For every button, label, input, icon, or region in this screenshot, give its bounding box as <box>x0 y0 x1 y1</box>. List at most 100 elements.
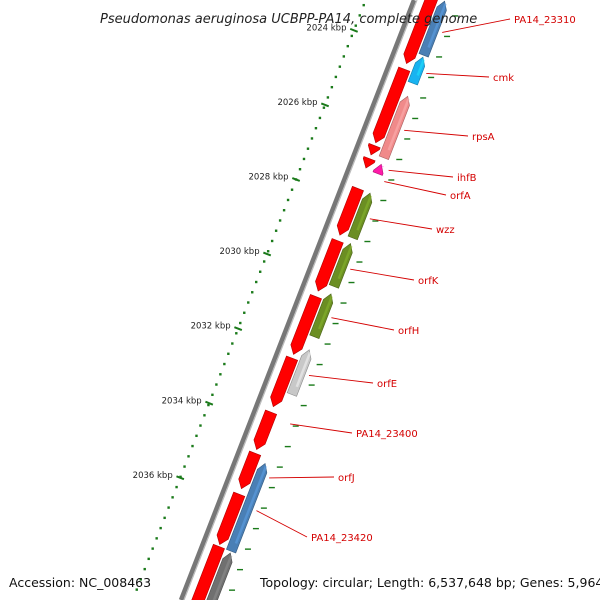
minor-tick <box>310 137 314 140</box>
gene-label: orfK <box>418 276 439 287</box>
minor-tick <box>139 578 142 581</box>
reverse-gene-12 <box>226 463 268 554</box>
gene-callout-12: PA14_23420 <box>256 510 373 544</box>
forward-cds-6 <box>315 238 344 292</box>
minor-tick <box>195 434 198 438</box>
minor-tick <box>147 557 150 561</box>
reverse-gene-2 <box>407 56 426 86</box>
gene-label: PA14_23310 <box>514 15 576 26</box>
reverse-gene-9 <box>286 349 312 397</box>
gene-callout-6: wzz <box>369 218 455 236</box>
minor-tick <box>306 147 310 150</box>
kbp-tick-label: 2036 kbp <box>133 471 173 481</box>
forward-cds-12 <box>216 491 246 546</box>
reverse-gene-4 <box>372 163 384 176</box>
gene-label: wzz <box>436 225 455 236</box>
gene-label: rpsA <box>472 132 495 143</box>
forward-cds-3 <box>367 143 381 156</box>
gene-callout-7: orfK <box>350 268 439 287</box>
minor-tick <box>175 485 178 489</box>
major-tick <box>176 475 185 481</box>
gene-label: PA14_23400 <box>356 429 418 440</box>
gene-label: orfE <box>377 379 397 390</box>
forward-strand-features <box>191 0 438 600</box>
minor-tick <box>334 75 338 79</box>
minor-tick <box>302 157 306 161</box>
minor-tick <box>143 567 146 571</box>
gene-label: orfH <box>398 326 419 337</box>
topology-text: Topology: circular; Length: 6,537,648 bp… <box>259 575 600 590</box>
minor-tick <box>262 260 266 263</box>
reverse-gene-8 <box>309 293 334 339</box>
major-tick <box>205 400 214 406</box>
minor-tick <box>227 352 230 355</box>
accession-text: Accession: NC_008463 <box>9 575 151 590</box>
forward-cds-1 <box>403 0 438 65</box>
gene-callout-2: cmk <box>426 72 514 84</box>
minor-tick <box>247 301 250 304</box>
forward-cds-2 <box>372 66 411 144</box>
reverse-gene-6 <box>347 192 373 241</box>
reverse-gene-1 <box>418 0 447 58</box>
minor-tick <box>199 424 202 427</box>
genome-backbone <box>178 0 417 600</box>
minor-tick <box>286 198 290 202</box>
gene-callout-11: orfJ <box>269 473 355 484</box>
gene-callout-3: rpsA <box>404 129 495 143</box>
gene-label: PA14_23420 <box>311 533 373 544</box>
minor-tick <box>183 465 186 468</box>
minor-tick <box>326 96 330 99</box>
kbp-tick-ring: 2024 kbp 2026 kbp 2028 kbp 2030 kbp 2032 kbp… <box>133 3 459 591</box>
minor-tick <box>171 496 174 499</box>
minor-tick <box>167 506 170 509</box>
kbp-tick-label: 2034 kbp <box>162 396 202 406</box>
kbp-tick-label: 2026 kbp <box>277 98 317 108</box>
kbp-tick-label: 2024 kbp <box>306 23 346 33</box>
minor-tick <box>330 85 334 89</box>
major-tick <box>234 326 243 331</box>
minor-tick <box>338 65 342 68</box>
minor-tick <box>266 250 270 253</box>
minor-tick <box>362 3 365 7</box>
forward-cds-4 <box>362 156 376 169</box>
minor-tick <box>239 321 242 325</box>
minor-tick <box>207 403 210 407</box>
minor-tick <box>235 332 238 335</box>
minor-tick <box>298 168 302 171</box>
minor-tick <box>290 188 294 191</box>
kbp-tick-label: 2028 kbp <box>249 173 289 183</box>
gene-callout-8: orfH <box>331 317 419 337</box>
minor-tick <box>278 219 282 222</box>
forward-cds-9 <box>253 409 278 450</box>
minor-tick <box>243 311 246 314</box>
reverse-strand-features <box>206 0 447 600</box>
minor-tick <box>215 383 218 386</box>
minor-tick <box>318 116 322 120</box>
minor-tick <box>358 14 361 17</box>
minor-tick <box>350 34 353 38</box>
minor-tick <box>354 24 357 27</box>
forward-cds-11 <box>191 543 225 600</box>
reverse-gene-13 <box>206 552 233 600</box>
forward-cds-5 <box>336 185 364 236</box>
gene-callout-4: ihfB <box>388 169 477 184</box>
gene-label: orfJ <box>338 473 355 484</box>
reverse-gene-7 <box>328 243 353 289</box>
minor-tick <box>314 126 318 130</box>
forward-cds-8 <box>270 355 299 408</box>
forward-cds-7 <box>290 294 322 355</box>
genome-backbone-highlight <box>183 0 418 600</box>
minor-tick <box>163 516 166 520</box>
minor-tick <box>342 55 346 58</box>
major-tick <box>291 177 301 182</box>
gene-callout-10: PA14_23400 <box>290 423 418 440</box>
minor-tick <box>191 444 194 448</box>
minor-tick <box>219 373 222 376</box>
gene-callout-1: PA14_23310 <box>442 15 576 33</box>
minor-tick <box>255 280 258 284</box>
minor-tick <box>135 588 138 591</box>
minor-tick <box>270 239 274 243</box>
reverse-gene-3 <box>378 95 410 160</box>
minor-tick <box>231 342 234 345</box>
